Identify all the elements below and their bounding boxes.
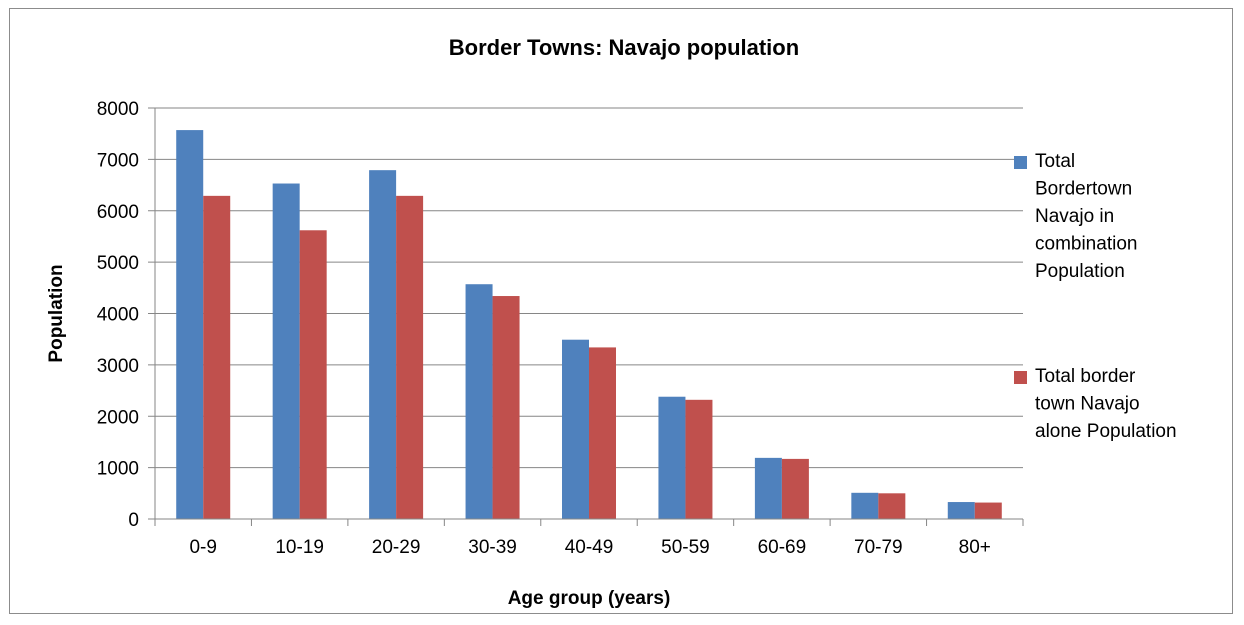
- bar-in-combination-10-19: [272, 183, 300, 520]
- legend-label-line: Navajo in: [1035, 206, 1114, 227]
- bar-in-combination-30-39: [465, 284, 493, 519]
- x-tick-label: 20-29: [372, 537, 421, 558]
- y-axis-title: Population: [46, 264, 67, 362]
- bar-in-combination-0-9: [176, 130, 204, 519]
- bar-alone-60-69: [781, 458, 809, 519]
- x-axis-title: Age group (years): [508, 588, 671, 609]
- x-tick-label: 0-9: [189, 537, 216, 558]
- bar-alone-10-19: [299, 230, 327, 519]
- y-tick-label: 3000: [97, 356, 139, 377]
- chart-title: Border Towns: Navajo population: [449, 35, 799, 60]
- bar-in-combination-40-49: [562, 339, 589, 519]
- bar-alone-0-9: [203, 195, 231, 519]
- y-tick-label: 0: [128, 510, 139, 531]
- legend-label-line: Bordertown: [1035, 179, 1132, 200]
- legend-label-line: combination: [1035, 234, 1137, 255]
- y-tick-label: 5000: [97, 253, 139, 274]
- bar-alone-20-29: [396, 195, 424, 519]
- bar-alone-50-59: [685, 399, 713, 519]
- y-tick-label: 8000: [97, 99, 139, 120]
- bar-in-combination-20-29: [369, 170, 397, 519]
- y-tick-label: 1000: [97, 459, 139, 480]
- y-tick-label: 7000: [97, 150, 139, 171]
- y-tick-label: 4000: [97, 305, 139, 326]
- legend: Total Bordertown Navajo in combination Popul…: [1014, 151, 1177, 442]
- x-tick-label: 60-69: [758, 537, 807, 558]
- x-tick-label: 50-59: [661, 537, 710, 558]
- y-tick-label: 2000: [97, 407, 139, 428]
- legend-swatch: [1014, 156, 1027, 169]
- legend-label-line: town Navajo: [1035, 394, 1140, 415]
- x-axis-ticks: 0-9 10-19 20-29 30-39 40-49 50-59 60-69 70-79 80…: [154, 519, 1024, 558]
- bar-in-combination-60-69: [754, 457, 782, 519]
- y-axis-ticks: 0 1000 2000 3000 4000 5000 6000 7000 8000: [97, 99, 155, 531]
- legend-label-line: Total border: [1035, 366, 1136, 387]
- y-tick-label: 6000: [97, 202, 139, 223]
- bar-alone-40-49: [589, 347, 616, 519]
- bar-in-combination-70-79: [851, 492, 879, 519]
- x-tick-label: 40-49: [565, 537, 614, 558]
- legend-label-line: Population: [1035, 261, 1125, 282]
- legend-label-line: alone Population: [1035, 421, 1177, 442]
- bar-in-combination-50-59: [658, 396, 686, 519]
- x-tick-label: 80+: [959, 537, 991, 558]
- bars: [176, 130, 1002, 520]
- bar-alone-70-79: [878, 493, 906, 519]
- x-tick-label: 70-79: [854, 537, 903, 558]
- legend-label-line: Total: [1035, 151, 1075, 172]
- x-tick-label: 10-19: [275, 537, 324, 558]
- bar-in-combination-80+: [947, 502, 975, 519]
- bar-alone-80+: [974, 502, 1002, 519]
- legend-swatch: [1014, 371, 1027, 384]
- bar-alone-30-39: [492, 296, 520, 519]
- x-tick-label: 30-39: [468, 537, 517, 558]
